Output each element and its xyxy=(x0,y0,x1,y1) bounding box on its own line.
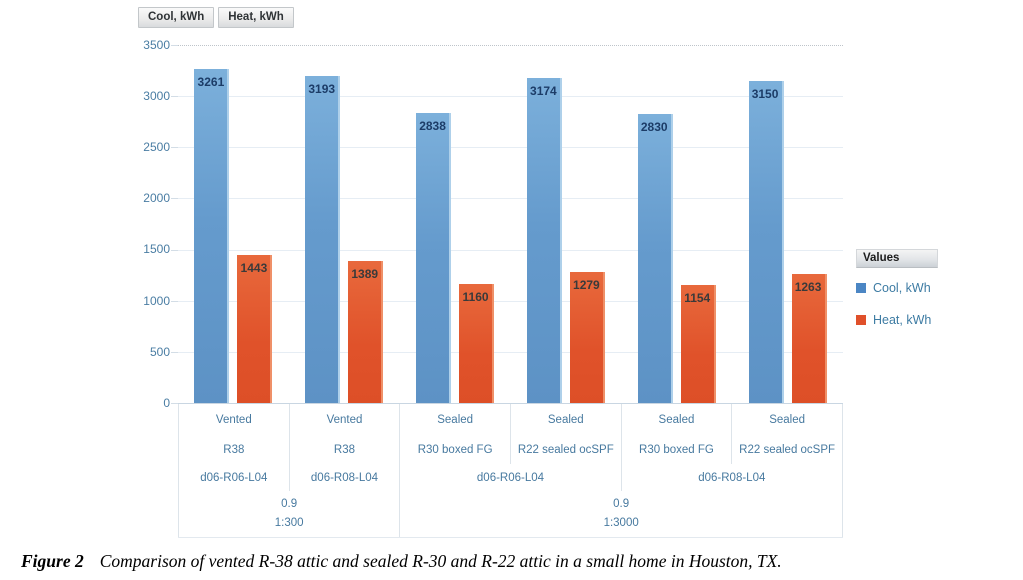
x-label: R38 xyxy=(288,436,400,464)
gridline-1500 xyxy=(178,249,843,251)
y-tick-0: 0 xyxy=(163,396,170,410)
y-tick-500: 500 xyxy=(149,345,170,359)
x-label: 0.9 xyxy=(178,491,399,517)
x-axis-row-model: d06-R06-L04 d06-R08-L04 d06-R06-L04 d06-… xyxy=(178,464,843,491)
figure-caption-text: Comparison of vented R-38 attic and seal… xyxy=(99,551,782,571)
gridline-2500 xyxy=(178,147,843,149)
bar-group-5: 2830 1154 xyxy=(621,45,732,403)
x-label: R30 boxed FG xyxy=(620,436,732,464)
data-label: 1389 xyxy=(351,266,379,281)
bar-cool-3: 2838 xyxy=(416,112,452,403)
y-tickmark xyxy=(171,96,178,98)
gridline-3000 xyxy=(178,96,843,98)
legend-label: Cool, kWh xyxy=(873,281,931,295)
bar-groups: 3261 1443 3193 1389 2838 1160 3174 1279 … xyxy=(178,45,843,403)
y-tickmark xyxy=(171,300,178,302)
data-label: 3174 xyxy=(530,84,557,99)
data-label: 2838 xyxy=(419,118,446,133)
gridline-1000 xyxy=(178,300,843,302)
y-tickmark xyxy=(171,351,178,353)
bar-heat-3: 1160 xyxy=(459,284,495,403)
y-tickmark xyxy=(171,403,178,404)
x-label: d06-R06-L04 xyxy=(178,464,289,491)
bar-heat-5: 1154 xyxy=(680,285,716,403)
x-label: 1:3000 xyxy=(399,517,842,537)
x-label: R22 sealed ocSPF xyxy=(509,436,621,464)
y-tickmark xyxy=(171,45,178,46)
data-label: 1160 xyxy=(462,290,489,305)
gridline-3500 xyxy=(178,45,843,46)
gridline-2000 xyxy=(178,198,843,200)
y-tick-2000: 2000 xyxy=(143,191,170,205)
x-label: d06-R08-L04 xyxy=(288,464,400,491)
x-label: d06-R06-L04 xyxy=(399,464,620,491)
x-label: Sealed xyxy=(620,404,732,436)
gridline-500 xyxy=(178,351,843,353)
data-label: 1279 xyxy=(573,278,600,293)
bar-heat-1: 1443 xyxy=(237,255,273,403)
legend-values-button[interactable]: Values xyxy=(856,249,938,268)
x-label: 1:300 xyxy=(178,517,399,537)
x-label: R22 sealed ocSPF xyxy=(731,436,842,464)
bar-cool-4: 3174 xyxy=(526,78,562,403)
x-label: d06-R08-L04 xyxy=(620,464,842,491)
y-tick-3500: 3500 xyxy=(143,38,170,52)
y-tick-3000: 3000 xyxy=(143,89,170,103)
x-label: 0.9 xyxy=(399,491,842,517)
field-button-heat[interactable]: Heat, kWh xyxy=(218,7,294,28)
cool-swatch-icon xyxy=(856,283,866,293)
x-label: Sealed xyxy=(509,404,621,436)
x-axis-row-ratio: 1:300 1:3000 xyxy=(178,517,843,537)
bar-group-1: 3261 1443 xyxy=(178,45,289,403)
data-label: 3193 xyxy=(308,82,336,97)
legend-item-cool: Cool, kWh xyxy=(856,281,1016,295)
figure-number: Figure 2 xyxy=(21,551,84,571)
x-axis-row-venting: Vented Vented Sealed Sealed Sealed Seale… xyxy=(178,404,843,436)
x-axis-category-table: Vented Vented Sealed Sealed Sealed Seale… xyxy=(178,403,843,538)
data-label: 1263 xyxy=(794,279,822,294)
legend-label: Heat, kWh xyxy=(873,313,932,327)
bar-heat-4: 1279 xyxy=(569,272,605,403)
x-axis-row-shgc: 0.9 0.9 xyxy=(178,491,843,517)
bar-group-2: 3193 1389 xyxy=(289,45,400,403)
x-label: Vented xyxy=(178,404,289,436)
bar-cool-1: 3261 xyxy=(194,69,230,403)
bar-cool-5: 2830 xyxy=(637,113,673,403)
y-tick-1000: 1000 xyxy=(143,294,170,308)
x-label: Sealed xyxy=(731,404,842,436)
data-label: 2830 xyxy=(640,119,668,134)
bar-group-4: 3174 1279 xyxy=(510,45,621,403)
y-tickmark xyxy=(171,249,178,251)
data-label: 3261 xyxy=(197,75,225,90)
y-tick-2500: 2500 xyxy=(143,140,170,154)
y-tickmark xyxy=(171,198,178,200)
legend-item-heat: Heat, kWh xyxy=(856,313,1016,327)
bar-cool-6: 3150 xyxy=(748,80,784,403)
plot-area: 3261 1443 3193 1389 2838 1160 3174 1279 … xyxy=(171,45,843,404)
data-label: 3150 xyxy=(751,86,779,101)
bar-group-6: 3150 1263 xyxy=(732,45,843,403)
x-label: R30 boxed FG xyxy=(399,436,510,464)
x-label: Sealed xyxy=(399,404,510,436)
heat-swatch-icon xyxy=(856,315,866,325)
bar-heat-2: 1389 xyxy=(348,260,384,403)
bar-group-3: 2838 1160 xyxy=(400,45,511,403)
field-button-cool[interactable]: Cool, kWh xyxy=(138,7,215,28)
x-axis-row-insulation: R38 R38 R30 boxed FG R22 sealed ocSPF R3… xyxy=(178,436,843,464)
bar-cool-2: 3193 xyxy=(305,76,341,403)
field-button-bar: Cool, kWh Heat, kWh xyxy=(138,7,294,28)
bar-heat-6: 1263 xyxy=(791,273,827,403)
y-tick-1500: 1500 xyxy=(143,242,170,256)
legend: Values Cool, kWh Heat, kWh xyxy=(856,249,1016,327)
figure-caption: Figure 2 Comparison of vented R-38 attic … xyxy=(21,551,1011,572)
y-tickmark xyxy=(171,147,178,149)
x-label: R38 xyxy=(178,436,289,464)
data-label: 1154 xyxy=(684,291,711,305)
x-label: Vented xyxy=(288,404,400,436)
data-label: 1443 xyxy=(240,261,268,276)
